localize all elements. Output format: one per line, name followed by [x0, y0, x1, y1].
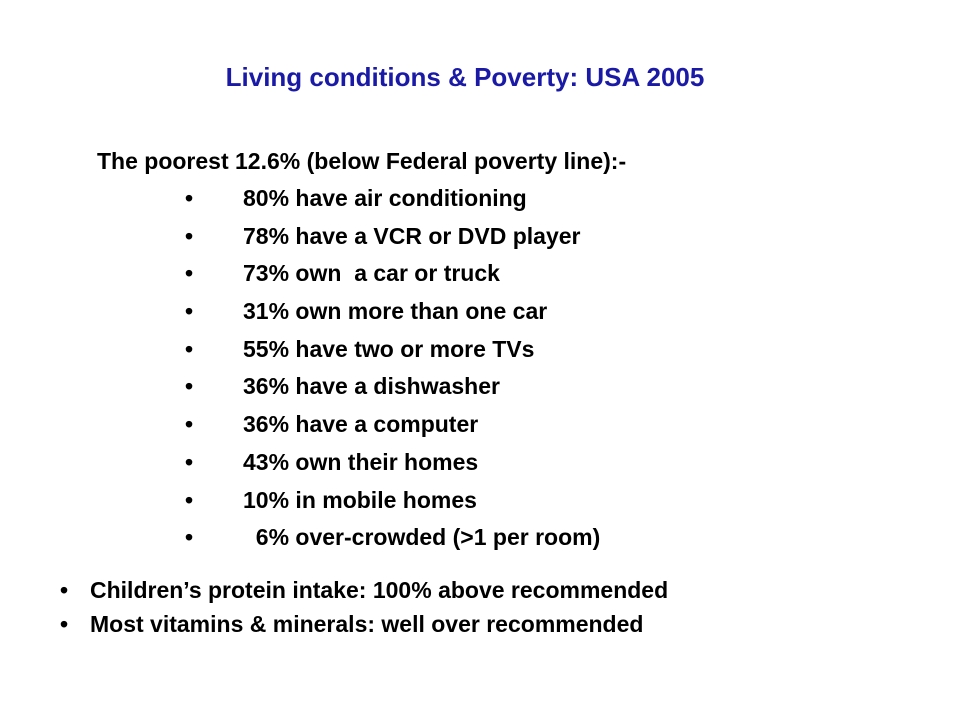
list-item-text: 80% have air conditioning — [243, 185, 527, 211]
list-item: • 6% over-crowded (>1 per room) — [185, 519, 600, 557]
bullet-icon: • — [185, 524, 194, 551]
list-item-text: 55% have two or more TVs — [243, 335, 535, 362]
nutrition-list: • Children’s protein intake: 100% above … — [60, 573, 668, 641]
list-item: • 36% have a computer — [185, 406, 600, 444]
list-item-text: 43% own their homes — [243, 448, 479, 475]
bullet-icon: • — [185, 185, 194, 211]
list-item: • 78% have a VCR or DVD player — [185, 218, 600, 256]
list-item: • 43% own their homes — [185, 444, 600, 482]
bullet-icon: • — [185, 260, 194, 287]
list-item-text: 31% own more than one car — [243, 298, 548, 325]
list-item-text: Most vitamins & minerals: well over reco… — [90, 611, 644, 637]
bullet-icon: • — [185, 222, 194, 249]
list-item: • 36% have a dishwasher — [185, 368, 600, 406]
list-item-text: Children’s protein intake: 100% above re… — [90, 577, 669, 603]
list-item-text: 36% have a dishwasher — [243, 373, 500, 400]
slide-title: Living conditions & Poverty: USA 2005 — [225, 62, 705, 92]
bullet-icon: • — [185, 411, 194, 438]
list-item: • 31% own more than one car — [185, 293, 600, 331]
list-item-text: 73% own a car or truck — [243, 260, 500, 287]
list-item: • 73% own a car or truck — [185, 255, 600, 293]
list-item-text: 36% have a computer — [243, 411, 479, 438]
bullet-icon: • — [185, 373, 194, 400]
list-item: • 80% have air conditioning — [185, 180, 600, 218]
list-item-text: 78% have a VCR or DVD player — [243, 222, 581, 249]
bullet-icon: • — [185, 335, 194, 362]
slide-subtitle: The poorest 12.6% (below Federal poverty… — [97, 148, 627, 174]
list-item: • Children’s protein intake: 100% above … — [60, 573, 668, 607]
bullet-icon: • — [185, 448, 194, 475]
list-item: • 55% have two or more TVs — [185, 331, 600, 369]
list-item-text: 10% in mobile homes — [243, 486, 477, 513]
bullet-icon: • — [60, 577, 69, 603]
statistics-list: • 80% have air conditioning • 78% have a… — [185, 180, 600, 557]
list-item-text: 6% over-crowded (>1 per room) — [243, 524, 601, 551]
bullet-icon: • — [185, 486, 194, 513]
bullet-icon: • — [185, 298, 194, 325]
list-item: • 10% in mobile homes — [185, 482, 600, 520]
bullet-icon: • — [60, 611, 69, 637]
list-item: • Most vitamins & minerals: well over re… — [60, 607, 668, 641]
